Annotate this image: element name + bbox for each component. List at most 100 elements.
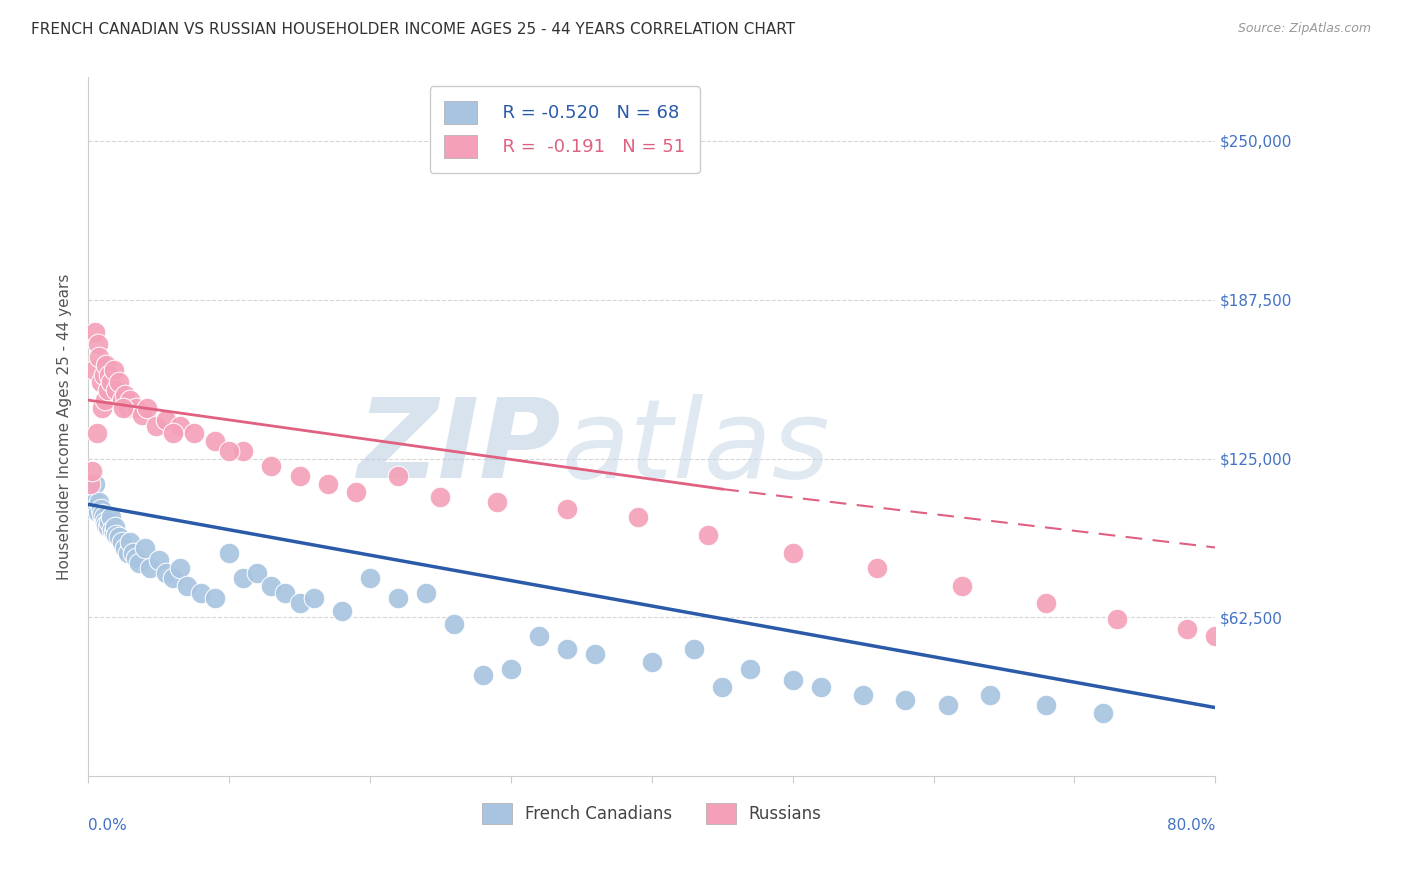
Point: [527, 629, 550, 643]
Point: [443, 616, 465, 631]
Text: ZIP: ZIP: [359, 394, 561, 501]
Point: [894, 693, 917, 707]
Point: [96, 517, 118, 532]
Point: [260, 579, 283, 593]
Point: [94, 393, 117, 408]
Point: [125, 550, 148, 565]
Point: [89, 350, 111, 364]
Point: [97, 520, 120, 534]
Point: [155, 413, 177, 427]
Point: [120, 393, 142, 408]
Point: [583, 647, 606, 661]
Point: [103, 362, 125, 376]
Point: [117, 401, 139, 415]
Point: [101, 523, 124, 537]
Point: [111, 393, 134, 408]
Point: [176, 579, 198, 593]
Point: [94, 515, 117, 529]
Point: [104, 520, 127, 534]
Point: [111, 535, 134, 549]
Point: [1175, 622, 1198, 636]
Point: [260, 459, 283, 474]
Point: [555, 642, 578, 657]
Point: [84, 325, 107, 339]
Point: [114, 541, 136, 555]
Point: [1091, 706, 1114, 720]
Point: [1204, 629, 1226, 643]
Point: [499, 663, 522, 677]
Point: [122, 545, 145, 559]
Text: atlas: atlas: [561, 394, 830, 501]
Text: 0.0%: 0.0%: [89, 818, 127, 833]
Point: [90, 376, 112, 390]
Point: [1035, 698, 1057, 712]
Point: [302, 591, 325, 606]
Point: [162, 426, 184, 441]
Point: [190, 586, 212, 600]
Point: [83, 497, 105, 511]
Point: [866, 561, 889, 575]
Point: [83, 362, 105, 376]
Point: [359, 571, 381, 585]
Point: [100, 510, 122, 524]
Point: [740, 663, 762, 677]
Point: [641, 655, 664, 669]
Point: [232, 571, 254, 585]
Point: [134, 541, 156, 555]
Point: [89, 495, 111, 509]
Point: [145, 418, 167, 433]
Point: [627, 510, 650, 524]
Text: FRENCH CANADIAN VS RUSSIAN HOUSEHOLDER INCOME AGES 25 - 44 YEARS CORRELATION CHA: FRENCH CANADIAN VS RUSSIAN HOUSEHOLDER I…: [31, 22, 794, 37]
Point: [711, 680, 734, 694]
Point: [471, 667, 494, 681]
Point: [100, 376, 122, 390]
Point: [387, 591, 409, 606]
Point: [108, 376, 131, 390]
Point: [950, 579, 973, 593]
Point: [117, 545, 139, 559]
Point: [485, 495, 508, 509]
Point: [429, 490, 451, 504]
Point: [782, 673, 804, 687]
Point: [120, 535, 142, 549]
Point: [91, 401, 114, 415]
Point: [93, 510, 115, 524]
Point: [90, 502, 112, 516]
Point: [330, 604, 353, 618]
Point: [79, 477, 101, 491]
Point: [387, 469, 409, 483]
Point: [697, 528, 720, 542]
Point: [108, 530, 131, 544]
Point: [218, 444, 240, 458]
Point: [169, 561, 191, 575]
Point: [288, 469, 311, 483]
Legend: French Canadians, Russians: French Canadians, Russians: [475, 796, 828, 830]
Point: [84, 495, 107, 509]
Point: [555, 502, 578, 516]
Point: [82, 502, 104, 516]
Point: [316, 477, 339, 491]
Text: Source: ZipAtlas.com: Source: ZipAtlas.com: [1237, 22, 1371, 36]
Point: [246, 566, 269, 580]
Point: [1105, 612, 1128, 626]
Point: [112, 401, 135, 415]
Point: [162, 571, 184, 585]
Point: [136, 401, 159, 415]
Point: [79, 495, 101, 509]
Point: [82, 464, 104, 478]
Point: [139, 561, 162, 575]
Point: [87, 505, 110, 519]
Point: [96, 358, 118, 372]
Point: [98, 515, 121, 529]
Point: [105, 383, 128, 397]
Point: [415, 586, 437, 600]
Point: [128, 556, 150, 570]
Point: [979, 688, 1001, 702]
Point: [98, 368, 121, 382]
Point: [86, 426, 108, 441]
Point: [93, 368, 115, 382]
Point: [683, 642, 706, 657]
Point: [148, 553, 170, 567]
Point: [131, 409, 153, 423]
Point: [91, 508, 114, 522]
